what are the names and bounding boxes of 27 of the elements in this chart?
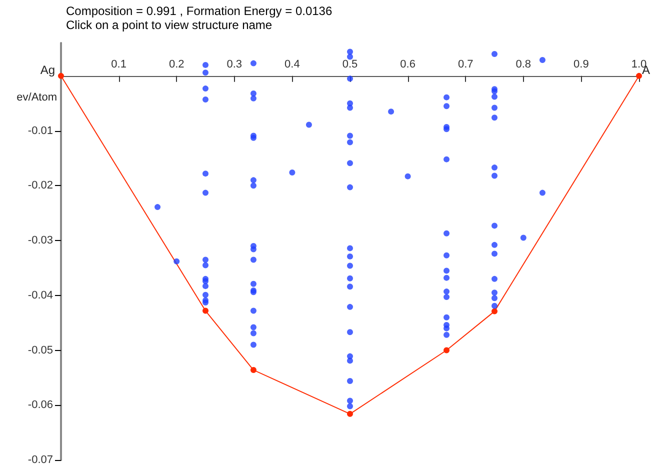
x-tick-label: 0.9 (574, 58, 589, 70)
x-tick-label: 0.7 (458, 58, 474, 70)
x-tick-label: 0.2 (168, 58, 184, 70)
chart-subtitle: Click on a point to view structure name (66, 18, 272, 32)
x-tick-label: 0.5 (342, 58, 358, 70)
y-axis-title: ev/Atom (16, 91, 57, 104)
y-tick-label: -0.07 (28, 454, 53, 466)
y-tick-label: -0.01 (28, 124, 53, 137)
point (202, 308, 208, 314)
x-tick-label: 0.1 (111, 58, 126, 70)
y-tick-label: -0.05 (28, 344, 53, 356)
y-tick-label: -0.02 (28, 180, 53, 192)
y-tick-label: -0.06 (28, 399, 53, 412)
point (492, 308, 498, 314)
point (444, 347, 450, 354)
x-tick-label: 0.3 (226, 58, 242, 70)
chart-title: Composition = 0.991 , Formation Energy = 0.0136 (66, 4, 332, 18)
point (250, 367, 256, 374)
x-tick-label: 0.8 (516, 58, 532, 70)
point (347, 410, 353, 417)
x-tick-label: 0.6 (400, 58, 416, 70)
x-tick-label: 0.4 (284, 58, 300, 70)
point (636, 72, 642, 79)
point (58, 72, 64, 79)
y-tick-label: -0.03 (28, 234, 53, 247)
y-tick-label: -0.04 (28, 289, 53, 302)
annotation: Ag (40, 62, 55, 77)
